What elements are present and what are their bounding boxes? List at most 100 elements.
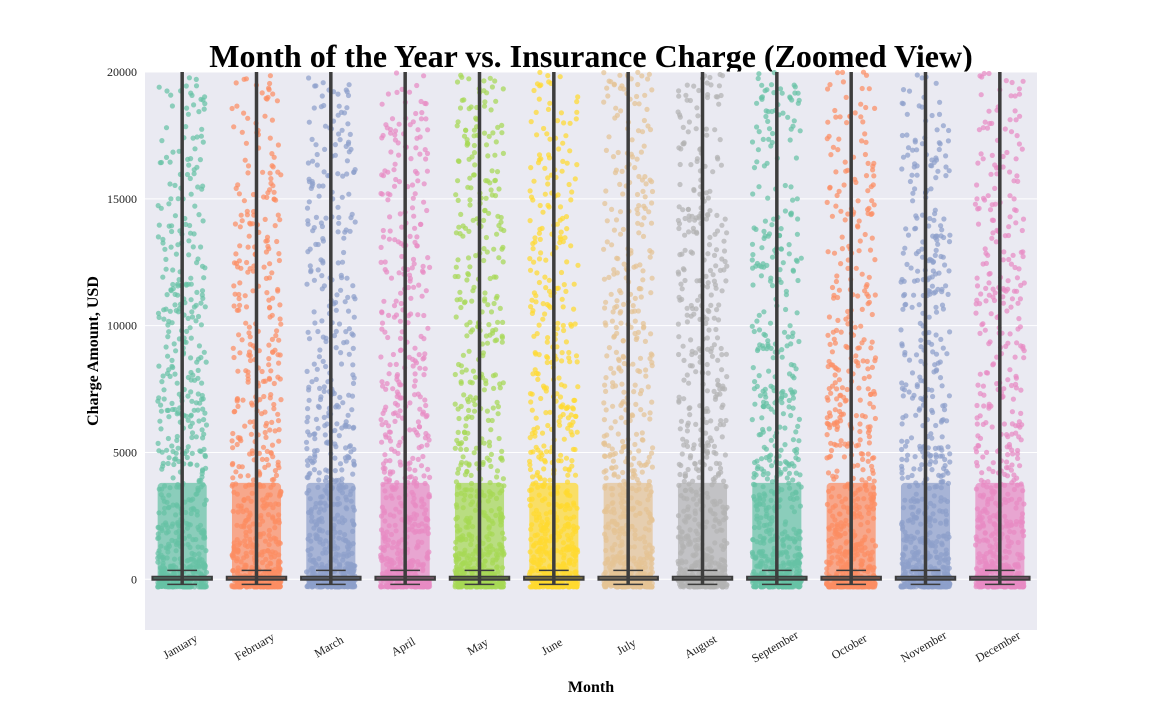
- strip-point: [169, 223, 175, 229]
- strip-point: [398, 382, 404, 388]
- strip-point: [611, 227, 618, 233]
- strip-point: [393, 298, 399, 304]
- strip-point: [421, 73, 427, 79]
- strip-point: [542, 311, 548, 317]
- strip-point: [457, 441, 463, 447]
- strip-point: [643, 367, 649, 373]
- strip-point: [321, 283, 327, 289]
- strip-point: [344, 171, 350, 177]
- strip-point: [278, 321, 284, 327]
- strip-point: [391, 183, 398, 189]
- strip-point: [411, 213, 417, 219]
- strip-point: [186, 75, 192, 81]
- strip-point: [499, 448, 505, 454]
- strip-point: [336, 103, 342, 109]
- strip-point: [407, 233, 413, 239]
- strip-point: [613, 167, 620, 173]
- strip-point: [195, 256, 201, 262]
- strip-point: [647, 416, 653, 422]
- strip-point: [537, 202, 543, 209]
- strip-point: [603, 388, 609, 394]
- strip-point: [568, 243, 574, 249]
- strip-point: [680, 266, 687, 272]
- strip-point: [417, 151, 423, 157]
- strip-point: [546, 303, 552, 309]
- strip-point: [230, 345, 236, 351]
- strip-point: [547, 100, 553, 106]
- strip-point: [383, 419, 389, 426]
- strip-point: [650, 445, 656, 451]
- strip-point: [641, 412, 647, 418]
- strip-point: [758, 456, 765, 462]
- strip-point: [173, 348, 179, 354]
- strip-point: [630, 303, 636, 309]
- strip-point: [689, 250, 696, 256]
- strip-point: [540, 209, 546, 215]
- strip-point: [610, 384, 616, 390]
- strip-point: [704, 361, 710, 368]
- strip-point: [247, 334, 253, 340]
- strip-point: [638, 294, 644, 300]
- strip-point: [262, 378, 268, 384]
- strip-point: [536, 256, 543, 262]
- strip-point: [267, 170, 273, 176]
- strip-point: [423, 156, 429, 162]
- strip-point: [198, 477, 204, 484]
- strip-point: [645, 76, 651, 82]
- strip-point: [396, 179, 403, 185]
- strip-point: [316, 477, 322, 483]
- strip-point: [268, 450, 274, 456]
- strip-point: [721, 248, 728, 254]
- strip-point: [277, 352, 283, 358]
- strip-point: [483, 333, 489, 339]
- strip-point: [629, 137, 635, 143]
- strip-point: [500, 319, 506, 325]
- strip-point: [461, 133, 468, 139]
- strip-point: [267, 304, 273, 310]
- strip-point: [545, 202, 551, 208]
- strip-point: [160, 463, 166, 469]
- strip-point: [229, 105, 235, 112]
- strip-point: [314, 447, 320, 454]
- strip-point: [275, 459, 281, 465]
- strip-point: [164, 292, 170, 298]
- strip-point: [266, 87, 272, 93]
- strip-point: [233, 185, 239, 191]
- strip-point: [318, 220, 324, 226]
- strip-point: [320, 236, 326, 242]
- strip-point: [395, 140, 401, 146]
- strip-point: [529, 310, 536, 316]
- strip-point: [276, 251, 282, 257]
- strip-point: [465, 430, 471, 436]
- strip-point: [415, 178, 421, 184]
- strip-point: [333, 328, 339, 334]
- strip-point: [482, 290, 488, 296]
- strip-point: [331, 333, 338, 339]
- strip-point: [471, 408, 478, 414]
- strip-point: [397, 439, 403, 445]
- strip-point: [768, 82, 775, 88]
- strip-point: [338, 350, 344, 356]
- strip-point: [452, 401, 458, 407]
- strip-point: [382, 168, 388, 174]
- strip-point: [569, 458, 575, 464]
- strip-point: [198, 448, 204, 455]
- strip-point: [603, 188, 609, 194]
- strip-point: [498, 455, 504, 461]
- strip-point: [351, 375, 357, 381]
- strip-point: [677, 181, 683, 188]
- strip-point: [397, 459, 403, 465]
- strip-point: [608, 291, 614, 297]
- strip-point: [488, 427, 494, 433]
- strip-point: [229, 462, 235, 468]
- strip-point: [556, 375, 562, 381]
- strip-point: [611, 370, 617, 376]
- strip-point: [410, 195, 416, 201]
- strip-point: [680, 207, 686, 213]
- strip-point: [241, 110, 247, 116]
- strip-point: [545, 422, 551, 429]
- strip-point: [338, 583, 344, 590]
- strip-point: [555, 320, 561, 326]
- strip-point: [304, 205, 311, 211]
- strip-point: [602, 305, 608, 311]
